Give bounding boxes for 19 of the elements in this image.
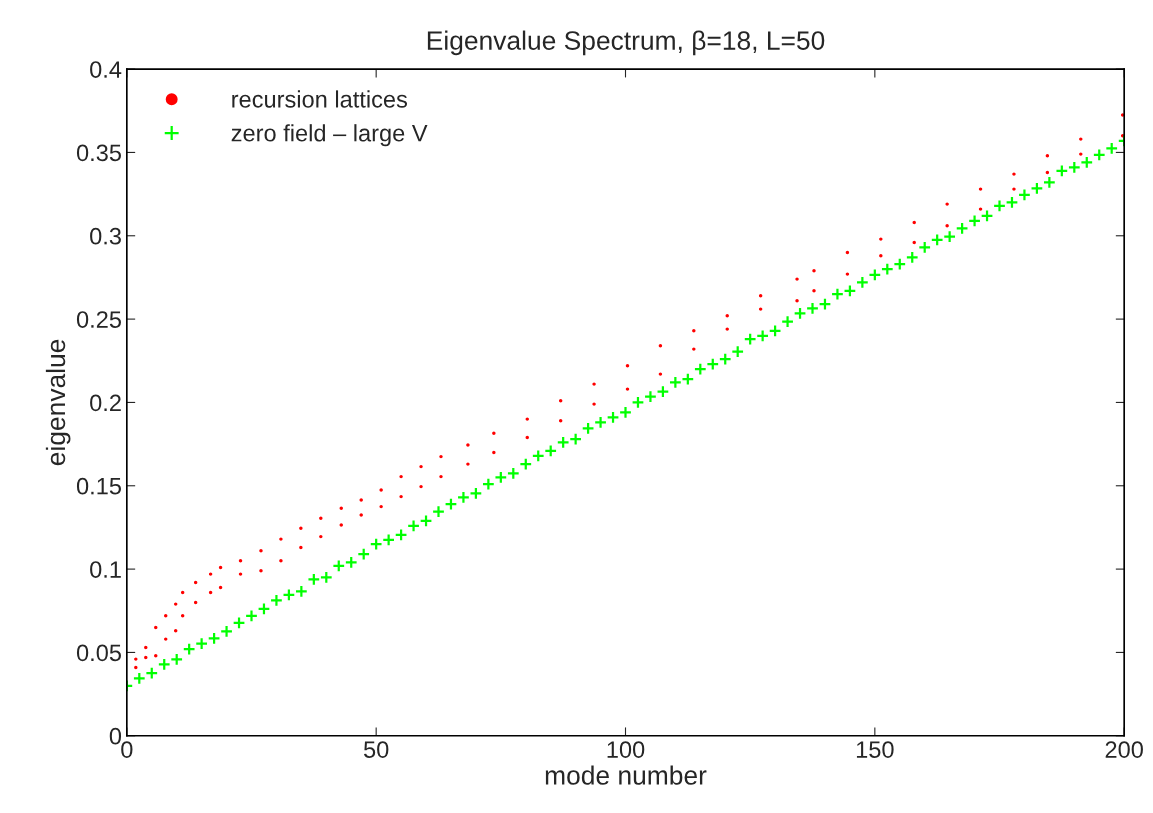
- x-tick-label: 200: [1105, 741, 1143, 758]
- x-tick-label: 100: [607, 741, 645, 758]
- y-tick-label: 0.25: [76, 311, 121, 328]
- y-tick-label: 0.1: [90, 561, 121, 578]
- x-axis-title: mode number: [545, 765, 707, 785]
- y-tick-label: 0.3: [90, 227, 121, 245]
- legend-label: recursion lattices: [232, 90, 408, 108]
- y-axis-title: eigenvalue: [45, 339, 71, 466]
- y-tick-label: 0.35: [76, 144, 121, 162]
- y-tick-label: 0.15: [76, 477, 121, 495]
- x-tick-label: 0: [121, 741, 133, 758]
- x-tick-label: 50: [363, 741, 389, 758]
- y-tick-label: 0.05: [76, 644, 121, 662]
- legend-label: zero field – large V: [231, 124, 428, 147]
- y-tick-label: 0: [109, 727, 122, 745]
- y-tick-label: 0.2: [90, 394, 121, 412]
- x-tick-label: 150: [856, 741, 894, 758]
- y-tick-label: 0.4: [90, 61, 122, 78]
- chart-title: Eigenvalue Spectrum, β=18, L=50: [427, 30, 825, 56]
